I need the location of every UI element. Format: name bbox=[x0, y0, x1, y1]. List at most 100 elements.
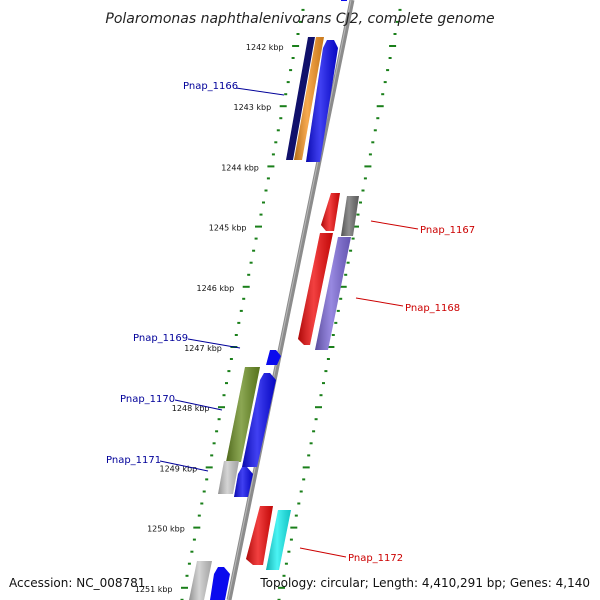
gene-shade bbox=[294, 37, 324, 160]
gene-labels: Pnap_1166 Pnap_1167 Pnap_1168 Pnap_1169 … bbox=[106, 81, 475, 564]
ruler-minor-tick bbox=[346, 261, 350, 264]
ruler-tick-label: 1245 kbp bbox=[209, 224, 247, 233]
gene-label-pnap-1170[interactable]: Pnap_1170 bbox=[120, 394, 175, 405]
ruler-minor-tick bbox=[314, 418, 318, 421]
accession-text: Accession: NC_008781 bbox=[9, 576, 145, 590]
ruler-minor-tick bbox=[229, 358, 233, 360]
genome-backbone bbox=[226, 0, 355, 600]
ruler-major-tick bbox=[389, 45, 397, 47]
ruler-minor-tick bbox=[234, 334, 238, 336]
ruler-minor-tick bbox=[307, 454, 311, 457]
ruler-minor-tick bbox=[271, 153, 275, 156]
gene-pnap-1166-navy[interactable] bbox=[286, 37, 315, 160]
gene-shade bbox=[189, 561, 212, 600]
gene-shade bbox=[226, 367, 260, 462]
ruler-minor-tick bbox=[259, 213, 263, 216]
label-connectors bbox=[159, 87, 419, 558]
ruler-minor-tick bbox=[187, 562, 191, 565]
gene-label-pnap-1172[interactable]: Pnap_1172 bbox=[348, 553, 403, 564]
ruler-minor-tick bbox=[359, 201, 362, 204]
ruler-minor-tick bbox=[262, 201, 265, 204]
ruler-minor-tick bbox=[356, 213, 360, 216]
gene-pnap-1169-blue-arrow[interactable] bbox=[266, 350, 281, 365]
ruler-minor-tick bbox=[190, 550, 194, 553]
ruler-minor-tick bbox=[289, 69, 293, 72]
ruler-minor-tick bbox=[363, 177, 367, 180]
ruler-minor-tick bbox=[192, 538, 196, 541]
ruler-minor-tick bbox=[254, 237, 258, 240]
ruler-minor-tick bbox=[249, 261, 253, 264]
gene-shade bbox=[242, 373, 276, 467]
ruler-tick-label: 1242 kbp bbox=[246, 43, 284, 52]
ruler-tick-label: 1249 kbp bbox=[159, 464, 197, 473]
ruler-minor-tick bbox=[284, 93, 288, 96]
ruler-minor-tick bbox=[215, 430, 219, 433]
genome-summary-text: Topology: circular; Length: 4,410,291 bp… bbox=[259, 576, 590, 590]
ruler-minor-tick bbox=[349, 249, 353, 252]
ruler-major-tick bbox=[376, 105, 384, 108]
ruler-major-tick bbox=[315, 406, 322, 409]
ruler-minor-tick bbox=[398, 8, 402, 11]
gene-shade bbox=[234, 467, 253, 497]
top-marker bbox=[341, 0, 347, 1]
ruler-labels: 1242 kbp 1243 kbp 1244 kbp 1245 kbp 1246 kbp… bbox=[135, 43, 284, 594]
ruler-minor-tick bbox=[291, 57, 295, 59]
ruler-tick-label: 1243 kbp bbox=[233, 103, 271, 112]
ruler-tick-label: 1247 kbp bbox=[184, 344, 222, 353]
ruler-minor-tick bbox=[200, 502, 204, 505]
gene-label-pnap-1168[interactable]: Pnap_1168 bbox=[405, 303, 460, 314]
ruler-minor-tick bbox=[205, 478, 209, 481]
ruler-minor-tick bbox=[324, 370, 328, 373]
genome-backbone-highlight bbox=[227, 0, 352, 600]
gene-bottom-blue-arrow[interactable] bbox=[210, 567, 230, 600]
ruler-major-tick bbox=[290, 526, 298, 529]
ruler-minor-tick bbox=[299, 20, 302, 23]
ruler-minor-tick bbox=[284, 562, 288, 565]
ruler-minor-tick bbox=[264, 189, 268, 192]
gene-shade bbox=[341, 196, 359, 236]
ruler-major-tick bbox=[242, 285, 250, 288]
ruler-minor-tick bbox=[331, 334, 335, 336]
ruler-major-tick bbox=[364, 165, 372, 168]
ruler-minor-tick bbox=[237, 321, 241, 324]
ruler-minor-tick bbox=[393, 33, 397, 35]
ruler-minor-tick bbox=[299, 490, 303, 493]
map-title: Polaromonas naphthalenivorans CJ2, compl… bbox=[105, 11, 494, 27]
gene-label-pnap-1167[interactable]: Pnap_1167 bbox=[420, 225, 475, 236]
gene-shade bbox=[315, 237, 351, 350]
ruler-minor-tick bbox=[242, 297, 246, 300]
ruler-tick-label: 1248 kbp bbox=[172, 404, 210, 413]
ruler-left bbox=[180, 8, 305, 600]
ruler-major-tick bbox=[218, 406, 225, 409]
ruler-minor-tick bbox=[225, 382, 228, 385]
ruler-minor-tick bbox=[301, 8, 305, 11]
ruler-minor-tick bbox=[312, 430, 316, 433]
ruler-minor-tick bbox=[336, 309, 340, 312]
gene-label-pnap-1171[interactable]: Pnap_1171 bbox=[106, 455, 161, 466]
ruler-minor-tick bbox=[222, 394, 226, 397]
ruler-minor-tick bbox=[180, 598, 184, 600]
ruler-minor-tick bbox=[282, 574, 286, 577]
ruler-minor-tick bbox=[383, 81, 387, 84]
ruler-minor-tick bbox=[286, 81, 290, 84]
ruler-minor-tick bbox=[277, 598, 281, 600]
gene-shade bbox=[321, 193, 340, 231]
gene-label-pnap-1166[interactable]: Pnap_1166 bbox=[183, 81, 238, 92]
ruler-minor-tick bbox=[297, 502, 301, 505]
gene-label-pnap-1169[interactable]: Pnap_1169 bbox=[133, 333, 188, 344]
ruler-minor-tick bbox=[252, 249, 256, 252]
gene-shade bbox=[306, 40, 338, 162]
ruler-minor-tick bbox=[294, 514, 298, 517]
ruler-minor-tick bbox=[185, 574, 189, 577]
ruler-minor-tick bbox=[239, 309, 243, 312]
ruler-tick-label: 1251 kbp bbox=[135, 585, 173, 594]
ruler-major-tick bbox=[352, 225, 359, 228]
ruler-major-tick bbox=[302, 466, 310, 469]
ruler-tick-label: 1244 kbp bbox=[221, 163, 259, 172]
ruler-major-tick bbox=[327, 346, 335, 348]
ruler-tick-label: 1250 kbp bbox=[147, 525, 185, 534]
ruler-minor-tick bbox=[274, 141, 278, 144]
ruler-tick-label: 1246 kbp bbox=[196, 284, 234, 293]
